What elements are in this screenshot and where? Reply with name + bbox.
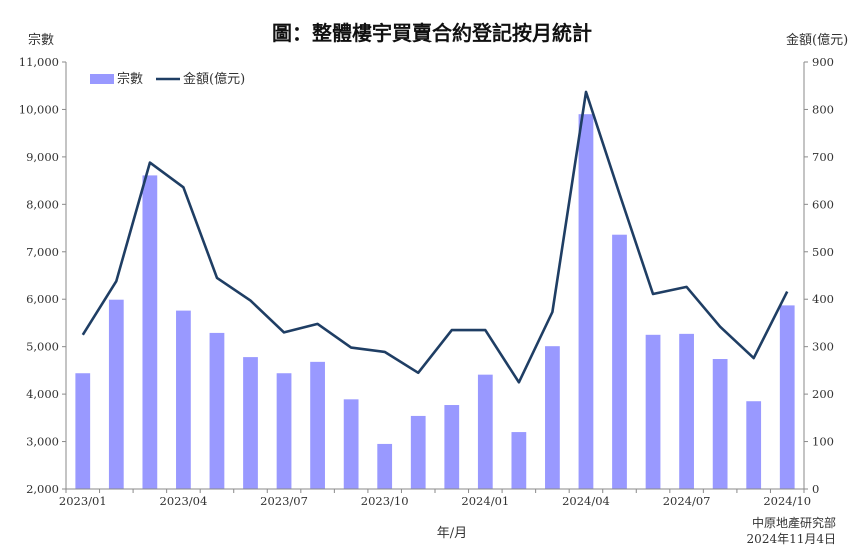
bar-2024/04	[578, 114, 594, 489]
x-tick-label-2023/04: 2023/04	[160, 494, 208, 508]
bar-2024/06	[645, 334, 661, 489]
right-tick-label: 100	[812, 435, 834, 449]
bar-2023/01	[75, 373, 91, 489]
line-series	[81, 90, 789, 384]
bar-2023/04	[176, 310, 191, 489]
right-tick-label: 600	[812, 197, 834, 211]
left-tick-label: 2,000	[26, 482, 59, 496]
left-tick-label: 5,000	[26, 340, 59, 354]
legend-bar-swatch	[90, 74, 114, 84]
right-tick-label: 700	[812, 150, 834, 164]
bar-2024/10	[779, 305, 795, 489]
bar-2023/06	[243, 357, 258, 489]
x-tick-label-2024/10: 2024/10	[763, 494, 811, 508]
bar-2023/09	[343, 399, 359, 489]
bar-2023/03	[142, 175, 158, 490]
left-tick-label: 3,000	[26, 435, 59, 449]
right-tick-label: 500	[812, 245, 834, 259]
right-tick-label: 400	[812, 292, 834, 306]
bar-2023/12	[444, 405, 460, 489]
left-tick-label: 11,000	[19, 55, 59, 69]
bar-2024/09	[746, 401, 762, 489]
right-tick-label: 200	[812, 387, 834, 401]
bar-2023/07	[276, 373, 292, 489]
axes	[62, 61, 808, 493]
right-tick-label: 900	[812, 55, 834, 69]
bar-2023/10	[377, 443, 393, 489]
left-tick-label: 6,000	[26, 292, 59, 306]
left-tick-label: 9,000	[26, 150, 59, 164]
legend-bar-label: 宗數	[117, 71, 143, 87]
x-tick-label-2023/10: 2023/10	[361, 494, 409, 508]
x-tick-label-2023/07: 2023/07	[260, 494, 308, 508]
left-tick-label: 4,000	[26, 387, 59, 401]
legend: 宗數 金額(億元)	[90, 71, 245, 87]
source-date: 2024年11月4日	[747, 532, 836, 546]
x-axis-label: 年/月	[437, 526, 467, 541]
x-tick-label-2024/01: 2024/01	[461, 494, 509, 508]
right-axis-unit: 金額(億元)	[786, 32, 848, 48]
source-name: 中原地產研究部	[752, 515, 836, 530]
bar-2023/02	[108, 299, 124, 489]
right-tick-label: 300	[812, 340, 834, 354]
x-tick-label-2024/07: 2024/07	[663, 494, 711, 508]
bar-2024/02	[511, 432, 527, 489]
bar-2024/03	[545, 346, 560, 489]
legend-line-label: 金額(億元)	[183, 71, 245, 87]
left-tick-label: 7,000	[26, 245, 59, 259]
left-tick-label: 10,000	[19, 102, 59, 116]
bar-2023/05	[209, 332, 225, 489]
bar-2024/08	[712, 359, 728, 489]
x-tick-label-2024/04: 2024/04	[562, 494, 610, 508]
right-tick-label: 800	[812, 102, 834, 116]
x-tick-label-2023/01: 2023/01	[59, 494, 107, 508]
right-tick-label: 0	[812, 482, 819, 496]
bar-2023/08	[310, 361, 325, 489]
bar-2024/01	[477, 374, 493, 489]
left-axis-unit: 宗數	[28, 32, 54, 48]
tick-labels: 2,000 3,000 4,000 5,000 6,000 7,000 8,000 9,000…	[19, 55, 834, 508]
amount-line	[81, 90, 789, 384]
chart-title: 圖：整體樓宇買賣合約登記按月統計	[272, 21, 592, 45]
bar-2024/05	[612, 234, 627, 489]
bar-2024/07	[679, 333, 694, 489]
bar-2023/11	[410, 415, 426, 489]
bar-series	[75, 114, 795, 490]
left-tick-label: 8,000	[26, 197, 59, 211]
